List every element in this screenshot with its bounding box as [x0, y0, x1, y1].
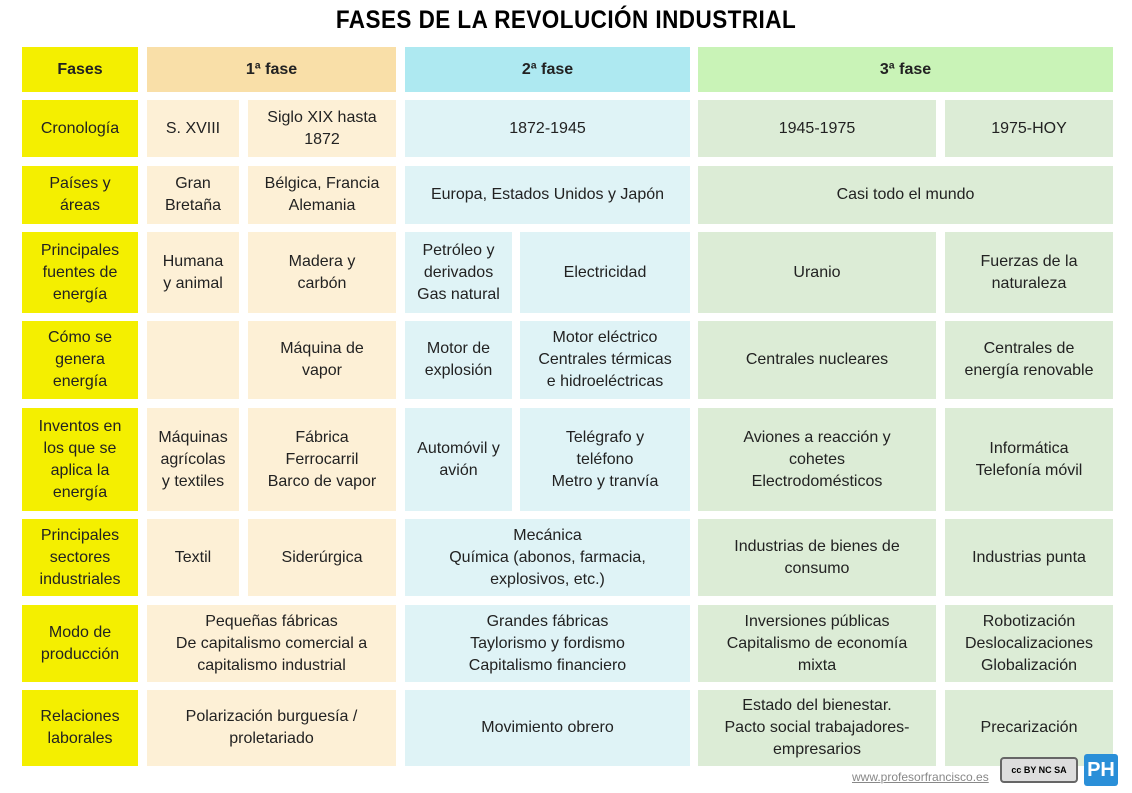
- license-badge: cc BY NC SA: [1000, 757, 1078, 783]
- row-label: Principales fuentes de energía: [22, 232, 138, 313]
- table-cell: Casi todo el mundo: [698, 166, 1113, 224]
- table-cell: Siderúrgica: [248, 519, 396, 596]
- table-cell: Madera y carbón: [248, 232, 396, 313]
- table-cell: Centrales de energía renovable: [945, 321, 1113, 399]
- table-cell: Aviones a reacción y cohetes Electrodomé…: [698, 408, 936, 511]
- table-cell: Grandes fábricas Taylorismo y fordismo C…: [405, 605, 690, 682]
- logo: PH: [1084, 754, 1118, 786]
- row-label: Inventos en los que se aplica la energía: [22, 408, 138, 511]
- table-cell: Europa, Estados Unidos y Japón: [405, 166, 690, 224]
- header-cell: 1ª fase: [147, 47, 396, 92]
- table-cell: Movimiento obrero: [405, 690, 690, 766]
- title: FASES DE LA REVOLUCIÓN INDUSTRIAL: [335, 6, 797, 34]
- table-cell: Petróleo y derivados Gas natural: [405, 232, 512, 313]
- table-cell: Fábrica Ferrocarril Barco de vapor: [248, 408, 396, 511]
- table-cell: Motor de explosión: [405, 321, 512, 399]
- table-cell: Centrales nucleares: [698, 321, 936, 399]
- table-cell: Electricidad: [520, 232, 690, 313]
- row-label: Modo de producción: [22, 605, 138, 682]
- table-cell: Industrias punta: [945, 519, 1113, 596]
- table-cell: Máquinas agrícolas y textiles: [147, 408, 239, 511]
- table-cell: Precarización: [945, 690, 1113, 766]
- table-cell: Uranio: [698, 232, 936, 313]
- table-cell: Humana y animal: [147, 232, 239, 313]
- row-label: Cómo se genera energía: [22, 321, 138, 399]
- header-cell: Fases: [22, 47, 138, 92]
- header-cell: 2ª fase: [405, 47, 690, 92]
- table-cell: Siglo XIX hasta 1872: [248, 100, 396, 157]
- row-label: Relaciones laborales: [22, 690, 138, 766]
- table-cell: Bélgica, Francia Alemania: [248, 166, 396, 224]
- table-cell: Robotización Deslocalizaciones Globaliza…: [945, 605, 1113, 682]
- table-cell: [147, 321, 239, 399]
- table-cell: 1945-1975: [698, 100, 936, 157]
- table-cell: Máquina de vapor: [248, 321, 396, 399]
- footer-url[interactable]: www.profesorfrancisco.es: [852, 770, 989, 784]
- header-cell: 3ª fase: [698, 47, 1113, 92]
- table-cell: Industrias de bienes de consumo: [698, 519, 936, 596]
- table-cell: Motor eléctrico Centrales térmicas e hid…: [520, 321, 690, 399]
- table-cell: 1872-1945: [405, 100, 690, 157]
- row-label: Países y áreas: [22, 166, 138, 224]
- row-label: Cronología: [22, 100, 138, 157]
- table-cell: Inversiones públicas Capitalismo de econ…: [698, 605, 936, 682]
- table-cell: Informática Telefonía móvil: [945, 408, 1113, 511]
- table-cell: Pequeñas fábricas De capitalismo comerci…: [147, 605, 396, 682]
- table-cell: Textil: [147, 519, 239, 596]
- table-cell: 1975-HOY: [945, 100, 1113, 157]
- table-cell: Fuerzas de la naturaleza: [945, 232, 1113, 313]
- table-cell: Estado del bienestar. Pacto social traba…: [698, 690, 936, 766]
- table-cell: S. XVIII: [147, 100, 239, 157]
- row-label: Principales sectores industriales: [22, 519, 138, 596]
- table-cell: Mecánica Química (abonos, farmacia, expl…: [405, 519, 690, 596]
- table-cell: Telégrafo y teléfono Metro y tranvía: [520, 408, 690, 511]
- table-cell: Polarización burguesía / proletariado: [147, 690, 396, 766]
- table-cell: Automóvil y avión: [405, 408, 512, 511]
- table-cell: Gran Bretaña: [147, 166, 239, 224]
